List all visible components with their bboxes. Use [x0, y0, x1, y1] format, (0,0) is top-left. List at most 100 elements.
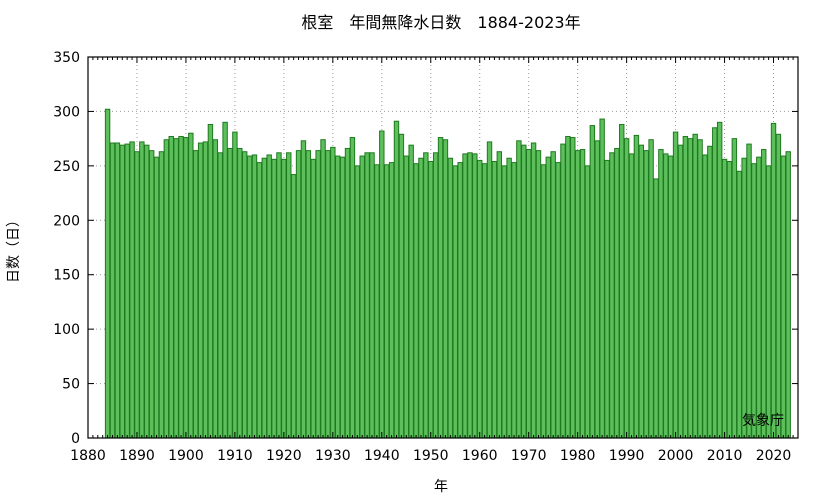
x-tick-label: 1980	[560, 448, 596, 464]
chart-title: 根室 年間無降水日数 1884-2023年	[301, 13, 580, 32]
bar-1952	[437, 137, 444, 439]
bar-2016	[751, 163, 757, 439]
x-tick-label: 1930	[315, 448, 351, 464]
bar-1950	[428, 161, 434, 439]
x-tick-label: 1890	[119, 448, 155, 464]
bar-2022	[780, 155, 787, 439]
bar-1885	[109, 142, 116, 439]
bar-1903	[197, 142, 204, 439]
bar-1960	[477, 159, 483, 439]
bar-1933	[344, 147, 351, 439]
bar-1893	[148, 150, 155, 439]
bar-1931	[335, 155, 341, 439]
bar-1894	[153, 156, 160, 439]
bar-1987	[609, 152, 615, 439]
x-tick-label: 1970	[511, 448, 547, 464]
bar-1902	[193, 150, 199, 439]
bar-2021	[775, 133, 782, 439]
x-tick-label: 1920	[266, 448, 302, 464]
bar-2009	[716, 121, 723, 439]
bar-1905	[207, 123, 214, 439]
bar-2013	[736, 170, 742, 439]
bar-1965	[501, 165, 507, 439]
x-tick-label: 2010	[707, 448, 743, 464]
x-tick-label: 1900	[168, 448, 204, 464]
bar-1959	[472, 153, 478, 439]
bar-1986	[604, 159, 610, 439]
bar-1977	[560, 143, 566, 439]
bar-1895	[158, 151, 165, 439]
bar-1971	[530, 142, 537, 439]
bar-1979	[570, 137, 576, 439]
bar-1886	[114, 142, 121, 439]
bar-1976	[555, 162, 561, 439]
bar-1946	[408, 144, 414, 439]
bar-1942	[388, 162, 395, 439]
bar-2017	[756, 156, 762, 439]
bar-1948	[418, 157, 424, 439]
y-tick-label: 0	[71, 431, 80, 447]
x-tick-label: 1990	[609, 448, 645, 464]
bar-1990	[623, 138, 630, 439]
bar-1915	[256, 162, 263, 439]
bar-1901	[188, 132, 194, 439]
bar-1936	[359, 155, 365, 439]
y-tick-label: 150	[53, 268, 80, 284]
x-tick-label: 1960	[462, 448, 498, 464]
bar-1944	[398, 133, 405, 439]
bar-1898	[173, 138, 179, 439]
bars	[104, 108, 791, 439]
bar-1929	[325, 150, 331, 439]
bar-1937	[364, 152, 370, 439]
bar-1996	[653, 178, 659, 439]
bar-1909	[227, 147, 233, 439]
bar-1991	[628, 153, 635, 439]
bar-1940	[379, 130, 385, 439]
x-tick-label: 2020	[756, 448, 792, 464]
bar-1999	[667, 155, 674, 439]
bar-1954	[447, 157, 454, 439]
bar-2004	[692, 133, 698, 439]
bar-1982	[584, 165, 591, 439]
bar-1891	[139, 141, 145, 439]
bar-1930	[330, 146, 336, 439]
y-tick-label: 100	[53, 322, 80, 338]
bar-1945	[403, 155, 409, 439]
bar-1984	[594, 140, 600, 439]
bar-2012	[731, 138, 738, 439]
bar-1923	[295, 150, 302, 439]
bar-1916	[261, 157, 267, 439]
bar-1934	[349, 137, 356, 439]
plot-frame	[87, 56, 799, 439]
x-tick-labels: 1880 1890 1900 1910 1920 1930 1940 1950 1960 1970…	[70, 448, 791, 464]
bar-1910	[232, 131, 238, 439]
bar-1927	[315, 150, 321, 439]
x-tick-label: 1940	[364, 448, 400, 464]
bar-1888	[124, 143, 130, 439]
bar-1997	[658, 149, 664, 439]
x-axis-label: 年	[434, 479, 448, 495]
bar-1906	[212, 139, 219, 439]
bar-1913	[246, 155, 253, 439]
bar-1924	[300, 140, 307, 439]
bar-1919	[276, 152, 282, 439]
bar-1961	[481, 163, 488, 439]
bar-1939	[374, 164, 380, 439]
bar-1988	[614, 147, 620, 439]
bar-1935	[354, 165, 361, 439]
bar-1917	[266, 154, 272, 439]
x-tick-label: 1950	[413, 448, 449, 464]
bar-1963	[491, 161, 498, 439]
bar-1969	[521, 144, 527, 439]
bar-1947	[413, 163, 419, 439]
x-tick-label: 2000	[658, 448, 694, 464]
bar-1920	[281, 158, 287, 439]
bar-1989	[619, 123, 625, 439]
bar-2000	[672, 131, 679, 439]
bar-1897	[168, 135, 174, 439]
bar-1985	[599, 118, 605, 439]
bar-1968	[516, 140, 522, 439]
bar-1904	[202, 141, 209, 439]
x-tick-label: 1880	[70, 448, 106, 464]
